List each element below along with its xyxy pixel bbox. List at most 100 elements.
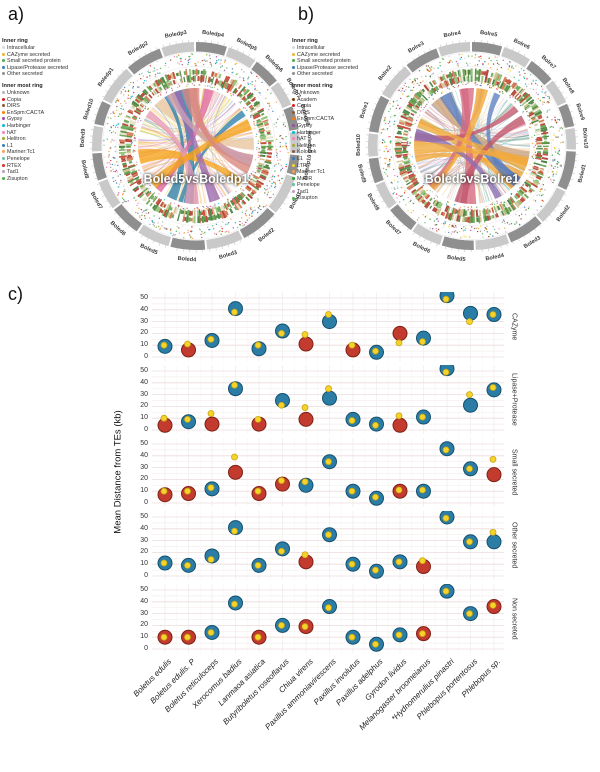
data-point-yellow (466, 391, 473, 399)
legend-item-label: DIRS (7, 103, 20, 110)
y-tick-label: 50 (140, 294, 148, 301)
chromosome-segment (406, 48, 440, 73)
y-tick-label: 40 (140, 451, 148, 459)
legend-item: L1 (292, 156, 378, 163)
data-point-yellow (348, 633, 356, 641)
chromosome-label: Boled5 (139, 243, 158, 256)
data-point-yellow (395, 412, 403, 420)
legend-item-label: Intracellular (297, 45, 325, 51)
data-point-yellow (301, 551, 309, 559)
chromosome-segment (441, 236, 474, 250)
chromosome-label: Boled8 (366, 193, 380, 212)
facet-small-secreted (152, 438, 504, 507)
y-tick-label: 20 (140, 329, 148, 337)
y-tick-label: 10 (140, 414, 148, 422)
legend-item: L1 (2, 143, 88, 150)
legend-swatch-icon (292, 189, 295, 193)
data-point-yellow (372, 566, 379, 574)
chromosome-label: Boledp9 (306, 131, 313, 153)
legend-item: DIRS (292, 110, 378, 117)
facet-label-text: Lipase+Protease (510, 373, 518, 426)
data-point-yellow (419, 630, 426, 638)
data-point-yellow (395, 631, 403, 639)
chromosome-label: Boledp8 (299, 104, 311, 127)
chromosome-segment (390, 204, 417, 231)
legend-swatch-icon (2, 156, 5, 160)
chromosome-segment (475, 234, 510, 250)
data-point-yellow (442, 514, 450, 522)
legend-item: LTR (292, 163, 378, 170)
facet-label-text: Small secreted (510, 449, 518, 496)
y-tick-label: 20 (140, 475, 148, 483)
chromosome-segment (536, 187, 566, 222)
data-point-yellow (301, 478, 309, 486)
te-speckle-ring-outer (379, 53, 564, 239)
legend-item-label: Intracellular (7, 45, 35, 51)
legend-item-label: Other secreted (7, 71, 43, 78)
legend-item-label: Gypsy (7, 116, 23, 123)
data-point-yellow (160, 559, 168, 567)
legend-item-label: hAT (297, 136, 307, 143)
legend-item-label: hAT (7, 129, 17, 136)
y-tick-label: 10 (140, 560, 148, 568)
data-point-yellow (301, 623, 309, 630)
legend-item-label: Copia (7, 96, 22, 103)
data-point-yellow (442, 446, 450, 454)
legend-swatch-icon (292, 110, 295, 114)
legend-swatch-icon (2, 150, 5, 154)
chromosome-segment (369, 95, 390, 133)
legend-panel-b: Inner ring Intracellular CAZyme secreted S… (292, 38, 378, 202)
chromosome-segment (92, 152, 107, 181)
panel-c-label: c) (8, 284, 23, 304)
data-points (157, 511, 502, 579)
data-point-yellow (489, 311, 497, 318)
legend-item-label: Kolobok (297, 149, 317, 156)
legend-swatch-icon (2, 110, 5, 114)
legend-swatch-icon (292, 65, 295, 69)
data-point-main (486, 534, 502, 550)
legend-swatch-icon (2, 117, 5, 121)
chromosome-label: Boledp3 (164, 30, 187, 40)
data-point-yellow (325, 531, 332, 539)
data-point-yellow (419, 486, 426, 494)
legend-item-label: Other secreted (297, 71, 333, 78)
legend-swatch-icon (2, 170, 5, 174)
legend-item: Zisupton (2, 176, 88, 183)
data-point-yellow (231, 453, 238, 461)
data-point-yellow (325, 458, 332, 466)
data-point-yellow (301, 404, 309, 411)
legend-item-label: Helitron (7, 136, 26, 143)
y-tick-label: 0 (144, 572, 148, 579)
chromosome-label: Bolre3 (407, 41, 425, 55)
y-tick-label: 0 (144, 426, 148, 433)
chromosome-segment (381, 66, 412, 99)
data-point-main (322, 390, 337, 406)
legend-item-label: Harbinger (7, 122, 31, 129)
legend-item-label: Copia (297, 103, 312, 110)
chromosome-segment (170, 237, 206, 251)
y-tick-label: 40 (140, 597, 148, 605)
data-point-yellow (254, 341, 262, 349)
legend-item: Lipase/Protease secreted (2, 65, 88, 72)
y-tick-label: 40 (140, 524, 148, 532)
legend-item-label: Zisupton (7, 175, 28, 182)
data-point-yellow (184, 340, 191, 348)
legend-item: DIRS (2, 103, 88, 110)
data-point-main (463, 397, 478, 413)
legend-item-label: DIRS (297, 109, 310, 116)
data-point-yellow (489, 455, 497, 463)
legend-item-label: Small secreted protein (7, 58, 61, 65)
legend-item: Zisupton (292, 195, 378, 202)
data-point-yellow (372, 347, 379, 355)
data-point-yellow (466, 465, 473, 473)
facet-label: Small secreted (508, 438, 520, 507)
chromosome-label: Boled1 (577, 164, 587, 184)
data-point-yellow (254, 415, 262, 423)
y-tick-label: 10 (140, 633, 148, 641)
chromosome-label: Boled2 (556, 205, 572, 224)
data-point-yellow (489, 528, 497, 536)
legend-item: Penelope (292, 182, 378, 189)
legend-item: Helitron (2, 136, 88, 143)
data-point-yellow (466, 538, 473, 546)
chromosome-label: Boled3 (523, 235, 542, 250)
